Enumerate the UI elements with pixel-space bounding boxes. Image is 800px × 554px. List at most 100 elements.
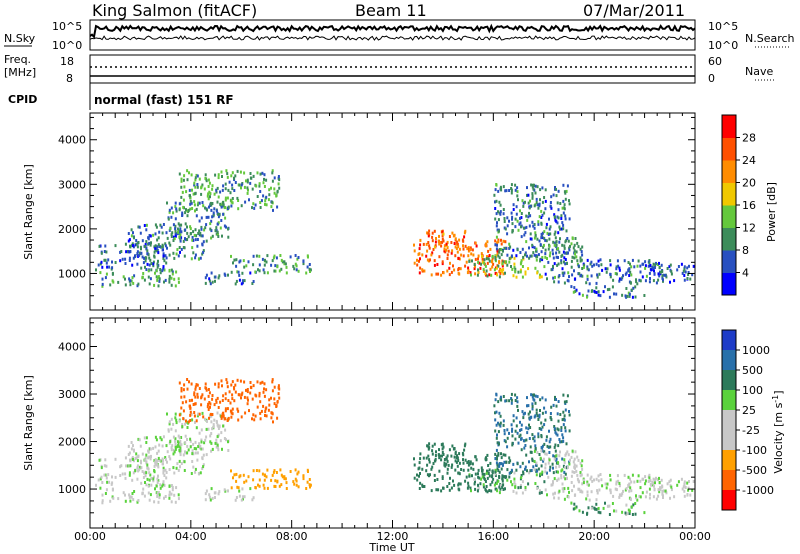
velocity-cell bbox=[593, 478, 595, 482]
power-cell bbox=[510, 254, 513, 258]
power-cell bbox=[563, 207, 566, 211]
power-cell bbox=[556, 221, 559, 225]
velocity-cell bbox=[508, 475, 511, 479]
power-cell bbox=[203, 228, 206, 232]
velocity-cell bbox=[599, 511, 602, 515]
power-cell bbox=[141, 255, 144, 259]
velocity-cell bbox=[467, 460, 470, 463]
velocity-cell bbox=[136, 500, 139, 504]
power-cell bbox=[455, 242, 458, 246]
velocity-cell bbox=[238, 393, 241, 397]
velocity-cell bbox=[573, 471, 576, 474]
velocity-cell bbox=[464, 479, 467, 483]
power-cell bbox=[210, 236, 213, 240]
velocity-cell bbox=[636, 498, 639, 502]
power-cell bbox=[256, 171, 259, 175]
power-cell bbox=[160, 225, 163, 229]
velocity-cell bbox=[680, 477, 683, 481]
velocity-cell bbox=[498, 470, 501, 474]
power-cell bbox=[172, 239, 175, 242]
power-cell bbox=[683, 265, 686, 269]
power-cell bbox=[155, 225, 158, 229]
velocity-cell bbox=[141, 452, 144, 456]
power-cell bbox=[446, 253, 449, 257]
velocity-cell bbox=[418, 461, 421, 465]
velocity-cell bbox=[520, 474, 523, 477]
velocity-cell bbox=[561, 418, 564, 422]
velocity-cell bbox=[155, 460, 158, 464]
power-cell bbox=[273, 254, 276, 258]
power-cell bbox=[179, 229, 182, 233]
velocity-cell bbox=[528, 437, 531, 440]
power-cell bbox=[157, 243, 160, 247]
velocity-cell bbox=[529, 410, 531, 414]
velocity-colorbar-tick-label: -500 bbox=[742, 464, 767, 477]
power-cell bbox=[413, 243, 415, 247]
power-cell bbox=[585, 281, 588, 285]
velocity-cell bbox=[135, 456, 138, 460]
velocity-cell bbox=[565, 400, 568, 404]
power-cell bbox=[163, 280, 165, 284]
power-cell bbox=[208, 181, 211, 185]
power-cell bbox=[258, 182, 261, 186]
velocity-cell bbox=[189, 404, 191, 408]
power-cell bbox=[621, 276, 624, 280]
velocity-cell bbox=[149, 457, 152, 461]
velocity-heatmap bbox=[95, 378, 695, 516]
velocity-cell bbox=[169, 457, 172, 461]
power-cell bbox=[586, 295, 588, 299]
power-cell bbox=[525, 214, 528, 218]
power-cell bbox=[180, 179, 183, 183]
velocity-cell bbox=[495, 448, 498, 452]
velocity-cell bbox=[215, 438, 218, 442]
velocity-cell bbox=[648, 496, 651, 500]
power-cell bbox=[553, 232, 556, 236]
power-cell bbox=[460, 253, 463, 257]
velocity-cell bbox=[180, 395, 183, 399]
velocity-cell bbox=[477, 472, 479, 476]
velocity-cell bbox=[514, 483, 517, 487]
power-cell bbox=[557, 231, 560, 235]
velocity-cell bbox=[457, 471, 460, 475]
velocity-cell bbox=[644, 495, 647, 499]
power-cell bbox=[639, 279, 642, 283]
power-cell bbox=[184, 222, 187, 226]
power-cell bbox=[143, 256, 146, 260]
velocity-cell bbox=[252, 496, 255, 500]
velocity-cell bbox=[670, 485, 673, 489]
velocity-cell bbox=[477, 468, 480, 472]
power-cell bbox=[489, 267, 492, 271]
velocity-cell bbox=[221, 399, 224, 402]
velocity-cell bbox=[167, 429, 170, 433]
velocity-cell bbox=[183, 383, 186, 387]
power-cell bbox=[552, 193, 555, 197]
velocity-cell bbox=[194, 395, 197, 399]
velocity-cell bbox=[224, 409, 227, 413]
velocity-cell bbox=[187, 420, 190, 424]
power-cell bbox=[568, 246, 571, 250]
velocity-cell bbox=[520, 448, 523, 452]
power-cell bbox=[625, 287, 628, 290]
velocity-cell bbox=[614, 487, 617, 491]
power-cell bbox=[503, 220, 506, 223]
velocity-cell bbox=[174, 412, 177, 416]
power-cell bbox=[218, 274, 221, 278]
velocity-cell bbox=[277, 384, 280, 388]
velocity-cell bbox=[526, 396, 528, 400]
velocity-cell bbox=[582, 481, 585, 485]
power-cell bbox=[485, 244, 487, 248]
velocity-cell bbox=[156, 492, 159, 495]
velocity-cell bbox=[510, 392, 513, 396]
velocity-cell bbox=[540, 427, 543, 431]
velocity-cell bbox=[193, 391, 196, 395]
power-cell bbox=[670, 270, 673, 274]
power-cell bbox=[146, 252, 149, 256]
velocity-cell bbox=[258, 469, 261, 473]
velocity-cell bbox=[548, 440, 551, 444]
power-cell bbox=[446, 257, 449, 260]
velocity-cell bbox=[273, 469, 276, 473]
power-cell bbox=[184, 228, 187, 232]
velocity-cell bbox=[527, 482, 530, 486]
velocity-cell bbox=[194, 467, 197, 471]
power-cell bbox=[416, 263, 419, 267]
